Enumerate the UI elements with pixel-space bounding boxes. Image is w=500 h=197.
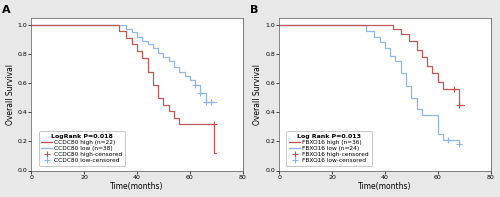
Point <box>455 103 463 107</box>
Point <box>444 138 452 141</box>
Y-axis label: Overall Survival: Overall Survival <box>254 64 262 125</box>
Text: A: A <box>2 6 10 16</box>
Legend: FBXO16 high (n=36), FBXO16 low (n=24), FBXO16 high-censored, FBXO16 low-censored: FBXO16 high (n=36), FBXO16 low (n=24), F… <box>286 131 372 166</box>
Point <box>196 92 204 95</box>
Point <box>207 100 215 104</box>
Point <box>202 100 209 104</box>
Point <box>191 83 199 86</box>
Legend: CCDC80 high (n=22), CCDC80 low (n=38), CCDC80 high-censored, CCDC80 low-censored: CCDC80 high (n=22), CCDC80 low (n=38), C… <box>38 131 126 166</box>
Point <box>210 122 218 125</box>
Text: B: B <box>250 6 258 16</box>
Point <box>450 87 458 91</box>
X-axis label: Time(months): Time(months) <box>358 182 412 191</box>
Point <box>455 143 463 146</box>
Y-axis label: Overall Survival: Overall Survival <box>6 64 15 125</box>
X-axis label: Time(months): Time(months) <box>110 182 164 191</box>
